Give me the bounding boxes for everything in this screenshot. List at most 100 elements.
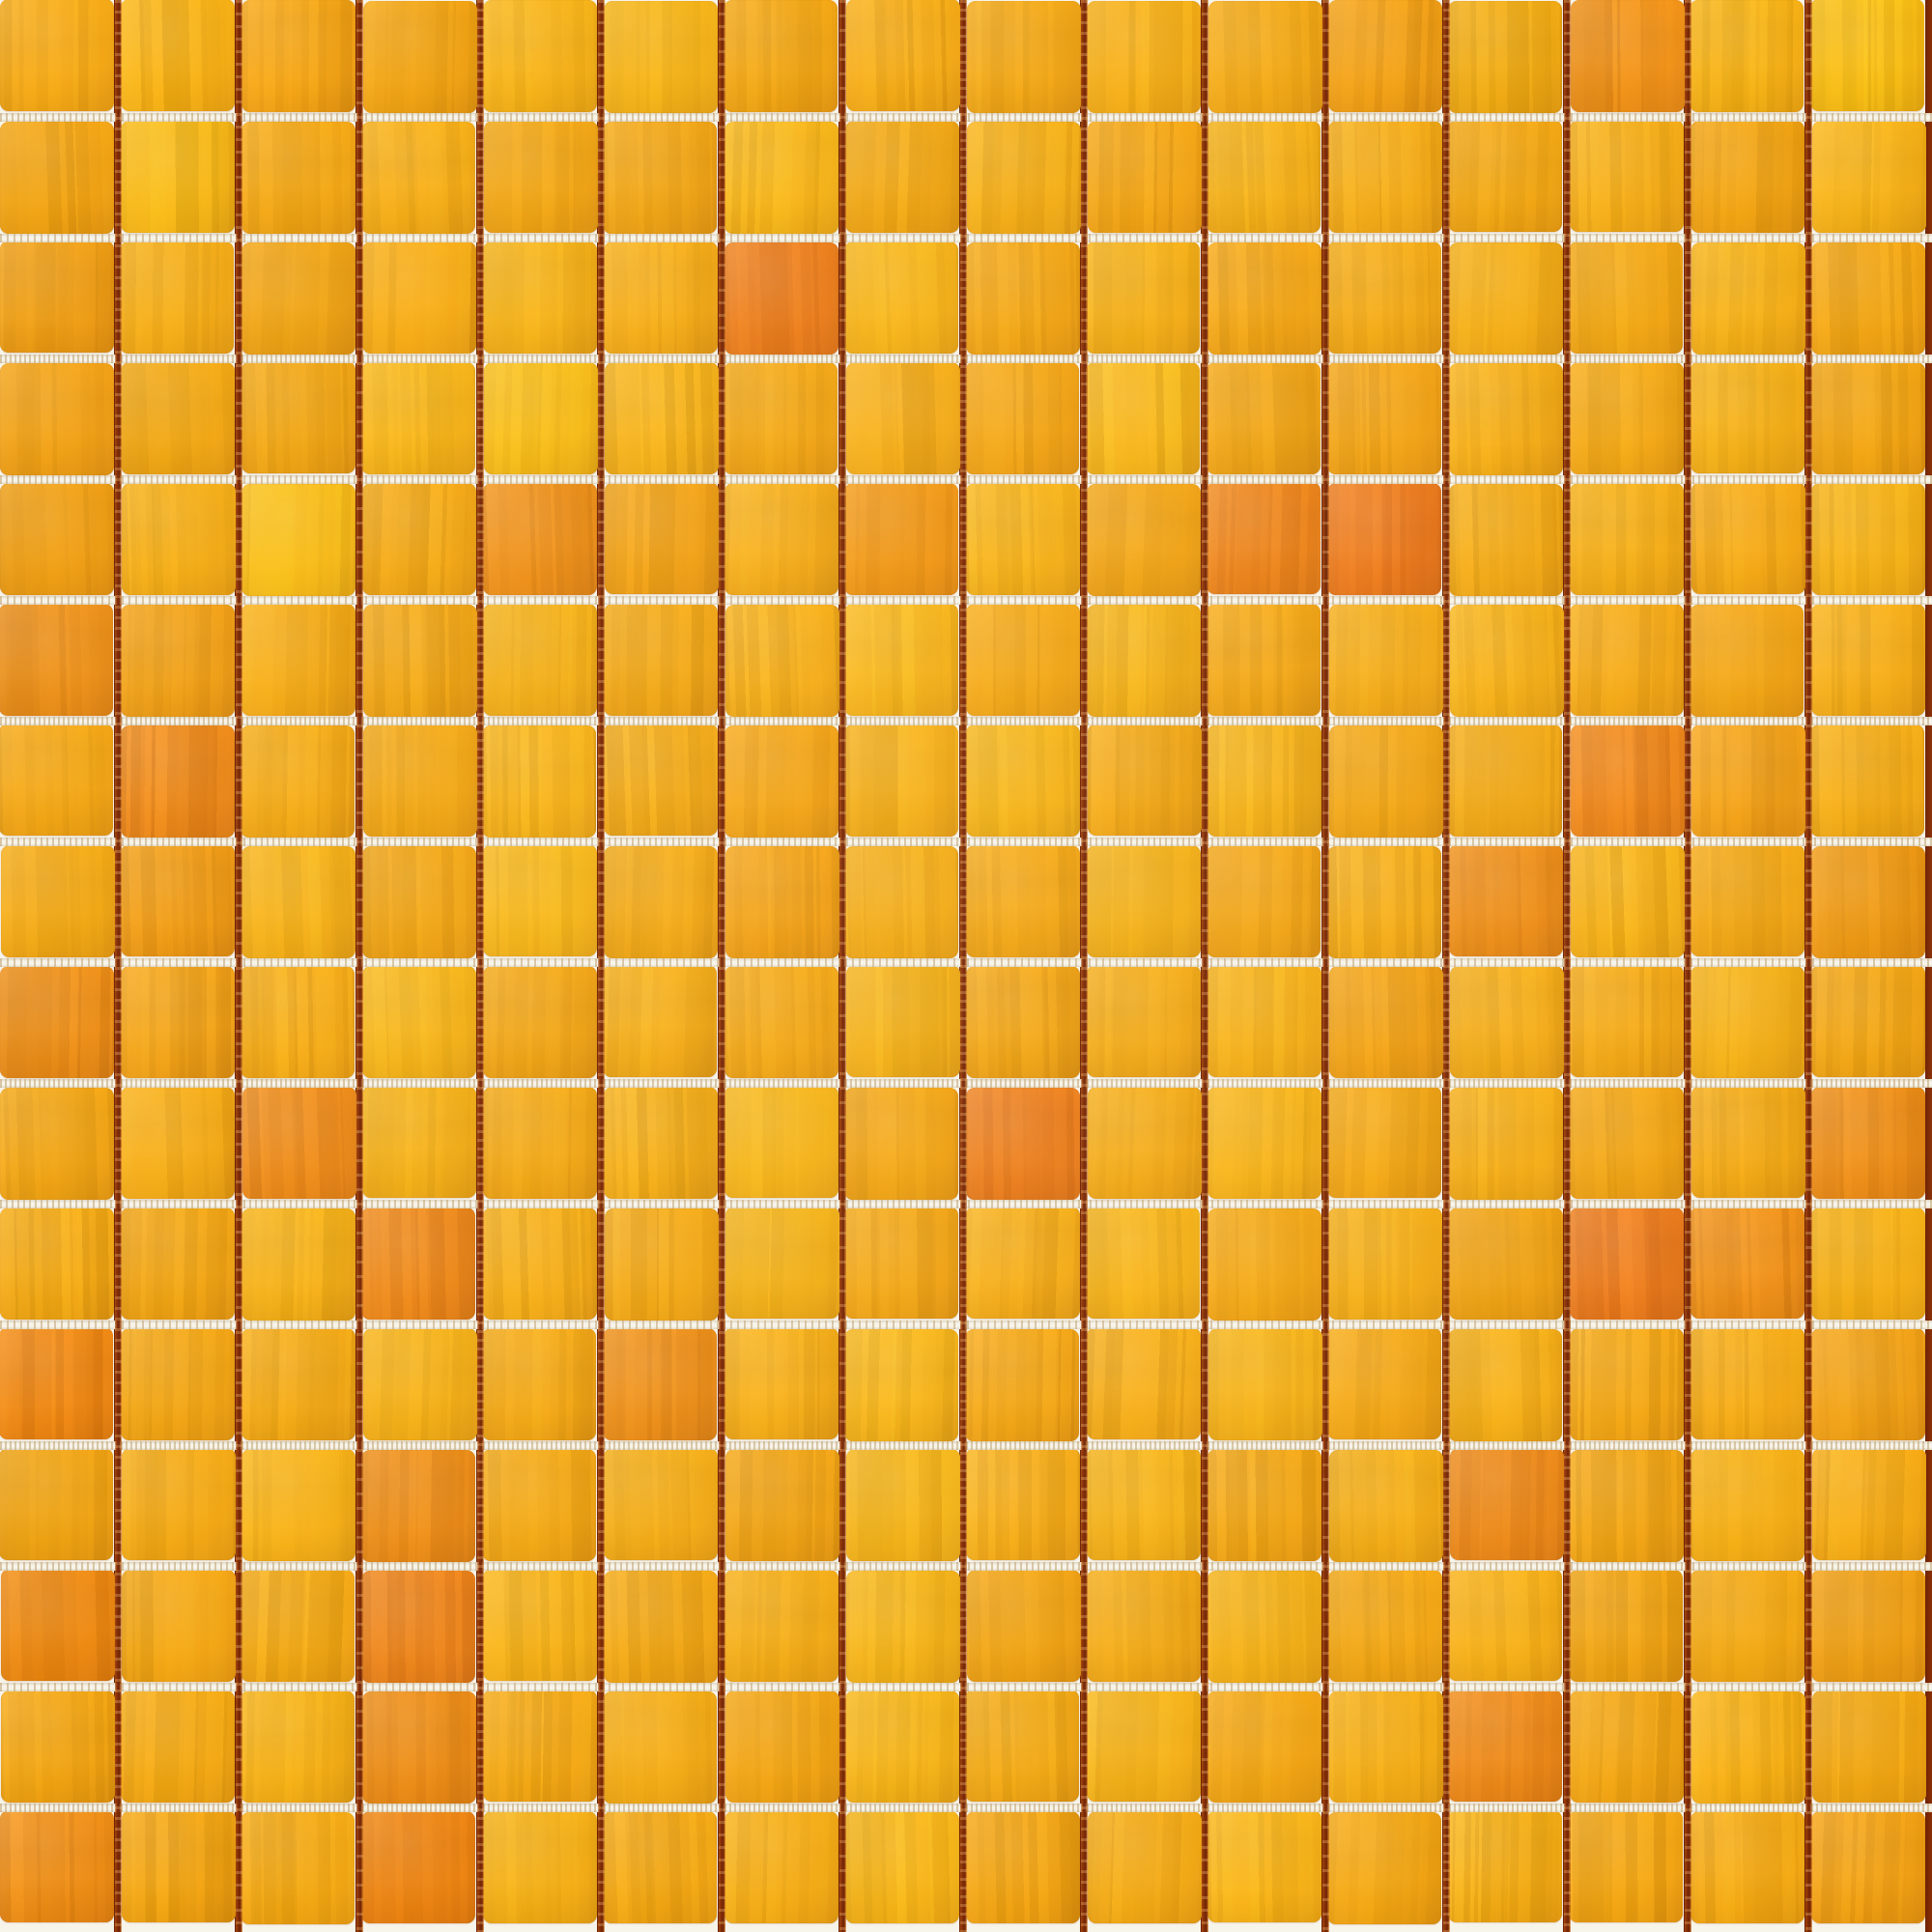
tile-sheen bbox=[482, 1569, 597, 1682]
tile-streak-texture bbox=[241, 121, 355, 234]
tile-cloud-texture bbox=[482, 483, 597, 596]
tile-streak-texture bbox=[603, 1087, 718, 1200]
tile-streak-texture bbox=[724, 483, 838, 596]
tile-edge-shading bbox=[482, 1328, 597, 1441]
tile-cloud-texture bbox=[1086, 965, 1201, 1078]
tile-sheen bbox=[724, 724, 839, 838]
tile-streak-texture bbox=[845, 362, 960, 475]
tile-streak-texture bbox=[1690, 966, 1805, 1079]
tile-sheen bbox=[1448, 1810, 1563, 1923]
tile-cloud-texture bbox=[0, 241, 114, 354]
tile-streak-texture bbox=[603, 1448, 718, 1561]
tile-streak-texture bbox=[362, 0, 477, 113]
tile-cloud-texture bbox=[1811, 1448, 1926, 1561]
tile-cloud-texture bbox=[1570, 1690, 1685, 1804]
tile-edge-shading bbox=[241, 1328, 355, 1441]
tile-cloud-texture bbox=[362, 1328, 477, 1441]
mosaic-tile bbox=[1570, 0, 1685, 113]
tile-streak-texture bbox=[0, 845, 115, 958]
mosaic-tile bbox=[1327, 1811, 1442, 1924]
tile-sheen bbox=[845, 0, 960, 112]
tile-sheen bbox=[966, 1087, 1081, 1200]
tile-sheen bbox=[483, 1690, 598, 1803]
tile-streak-texture bbox=[1449, 362, 1564, 475]
tile-edge-shading bbox=[1811, 1208, 1926, 1321]
tile-cloud-texture bbox=[1570, 361, 1685, 474]
tile-cloud-texture bbox=[1811, 362, 1926, 475]
tile-cloud-texture bbox=[603, 1690, 718, 1804]
tile-cloud-texture bbox=[844, 724, 959, 837]
tile-cloud-texture bbox=[1449, 844, 1563, 957]
mosaic-tile bbox=[1208, 1087, 1321, 1200]
mosaic-tile bbox=[604, 361, 719, 474]
tile-sheen bbox=[0, 724, 114, 837]
mosaic-tile bbox=[965, 604, 1080, 717]
mosaic-tile bbox=[120, 242, 235, 355]
mosaic-tile bbox=[482, 844, 597, 957]
tile-sheen bbox=[1690, 121, 1804, 234]
mosaic-tile bbox=[482, 603, 597, 716]
tile-edge-shading bbox=[966, 483, 1081, 596]
mosaic-tile bbox=[241, 966, 355, 1079]
tile-cloud-texture bbox=[1448, 1328, 1563, 1441]
tile-streak-texture bbox=[0, 241, 114, 354]
tile-sheen bbox=[1570, 361, 1685, 474]
tile-edge-shading bbox=[965, 1690, 1080, 1803]
tile-sheen bbox=[1328, 965, 1443, 1078]
tile-cloud-texture bbox=[0, 1208, 114, 1321]
tile-sheen bbox=[1810, 0, 1925, 112]
mosaic-tile bbox=[361, 1811, 476, 1924]
tile-sheen bbox=[1087, 845, 1202, 958]
tile-streak-texture bbox=[1810, 724, 1925, 838]
mosaic-tile bbox=[483, 1087, 598, 1200]
tile-cloud-texture bbox=[1086, 242, 1201, 355]
tile-streak-texture bbox=[966, 1569, 1081, 1682]
tile-edge-shading bbox=[844, 724, 959, 837]
tile-cloud-texture bbox=[241, 121, 355, 234]
tile-sheen bbox=[482, 242, 597, 355]
tile-cloud-texture bbox=[1207, 121, 1321, 234]
tile-streak-texture bbox=[0, 1448, 114, 1561]
tile-cloud-texture bbox=[724, 845, 839, 958]
tile-sheen bbox=[724, 1810, 838, 1923]
tile-edge-shading bbox=[242, 1449, 356, 1562]
tile-cloud-texture bbox=[120, 1087, 235, 1200]
tile-sheen bbox=[1810, 1570, 1925, 1683]
tile-streak-texture bbox=[1448, 1810, 1563, 1923]
tile-cloud-texture bbox=[121, 965, 236, 1078]
tile-streak-texture bbox=[482, 1569, 597, 1682]
tile-cloud-texture bbox=[604, 361, 719, 474]
tile-streak-texture bbox=[1690, 242, 1805, 355]
tile-streak-texture bbox=[1087, 1569, 1202, 1682]
tile-edge-shading bbox=[1811, 362, 1926, 475]
tile-cloud-texture bbox=[120, 121, 235, 234]
tile-streak-texture bbox=[603, 845, 718, 958]
mosaic-tile bbox=[1448, 1810, 1563, 1923]
mosaic-tile bbox=[1449, 965, 1564, 1078]
tile-cloud-texture bbox=[603, 121, 718, 234]
tile-cloud-texture bbox=[121, 724, 236, 838]
tile-edge-shading bbox=[1811, 1087, 1926, 1200]
tile-streak-texture bbox=[482, 1208, 597, 1321]
tile-edge-shading bbox=[1811, 604, 1926, 717]
tile-sheen bbox=[121, 1810, 236, 1923]
tile-cloud-texture bbox=[1690, 242, 1805, 355]
tile-streak-texture bbox=[844, 241, 959, 354]
tile-edge-shading bbox=[1328, 1690, 1443, 1803]
tile-sheen bbox=[1570, 965, 1685, 1078]
mosaic-tile bbox=[1570, 603, 1685, 716]
tile-edge-shading bbox=[362, 965, 476, 1078]
tile-cloud-texture bbox=[1087, 1448, 1202, 1561]
tile-sheen bbox=[603, 1811, 718, 1924]
tile-streak-texture bbox=[1811, 604, 1926, 717]
tile-cloud-texture bbox=[361, 362, 476, 475]
tile-sheen bbox=[482, 1449, 597, 1562]
tile-streak-texture bbox=[845, 965, 960, 1078]
mosaic-tile bbox=[361, 1570, 476, 1683]
tile-cloud-texture bbox=[1328, 1449, 1443, 1562]
mosaic-tile bbox=[241, 121, 355, 234]
mosaic-tile bbox=[241, 1569, 355, 1682]
tile-streak-texture bbox=[966, 0, 1081, 113]
tile-cloud-texture bbox=[1811, 604, 1926, 717]
tile-edge-shading bbox=[1449, 362, 1564, 475]
